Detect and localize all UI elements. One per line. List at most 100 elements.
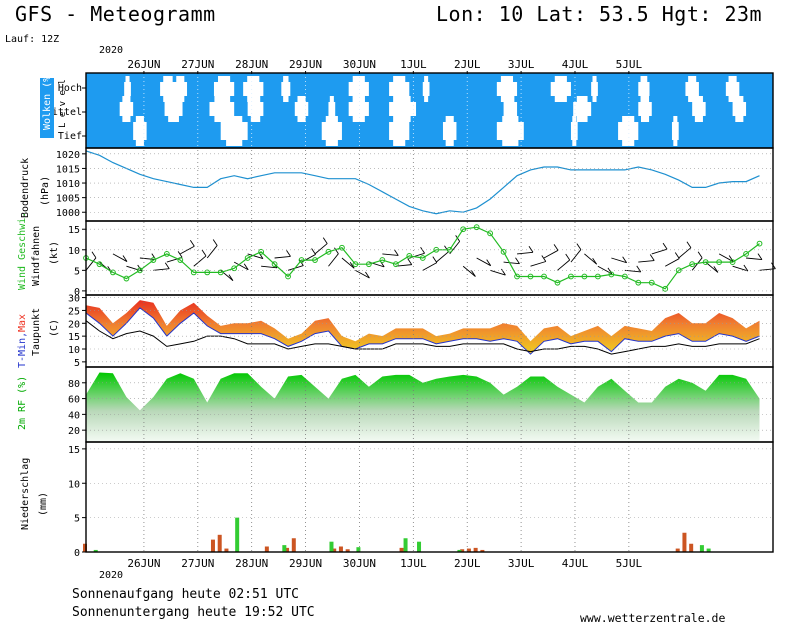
wind-barb-feather-42 [662,242,668,250]
wind-point-50 [756,240,763,247]
wind-barb-31 [503,261,520,265]
precip-bar-large-scale-4 [264,546,269,552]
day-label-top-7: 3JUL [508,58,535,71]
day-label-bottom-0: 26JUN [127,557,160,570]
precip-bar-convective-3 [329,541,334,552]
precip-bar-large-scale-6 [291,538,296,552]
cloud-level-hoch: Hoch [58,83,82,94]
pressure-ytick-label-2: 1010 [56,179,80,190]
precip-bar-large-scale-9 [345,549,350,552]
wind-point-3 [123,275,130,282]
wind-barb-42 [651,248,668,255]
wind-point-31 [500,248,507,255]
wind-point-11 [231,265,238,272]
wind-barb-17 [314,243,328,255]
cloud-gap-core-mittel-12 [735,96,744,122]
wind-ylabel: Wind Geschwi. [17,212,28,290]
wind-barb-25 [422,262,438,271]
day-label-top-2: 28JUN [235,58,268,71]
wind-barb-29 [476,257,491,267]
precip-bar-large-scale-16 [682,532,687,552]
wind-point-43 [662,285,669,292]
precip-bar-convective-6 [417,541,422,552]
day-label-top-8: 4JUL [562,58,589,71]
precip-bar-large-scale-5 [285,547,290,552]
cloud-gap-core-tief-6 [572,116,577,146]
cloud-gap-core-mittel-2 [214,96,230,122]
location-info: Lon: 10 Lat: 53.5 Hgt: 23m [436,2,763,26]
wind-point-15 [285,273,291,280]
panel-frame-5 [85,441,774,553]
temp-ytick-label-1: 10 [68,345,80,356]
cloud-gap-core-mittel-6 [352,96,365,122]
wind-barb-feather-8 [201,249,207,257]
precip-bar-large-scale-14 [480,549,485,552]
rh-area [86,372,760,442]
wind-point-14 [271,261,278,268]
wind-ytick-label-3: 15 [68,225,80,236]
cloud-gap-core-tief-4 [445,116,454,146]
chart-title: GFS - Meteogramm [15,2,216,26]
dewpoint-line [85,320,760,355]
wind-barb-40 [624,269,641,273]
pressure-line [85,150,760,215]
wind-point-19 [339,244,345,251]
cloud-gap-core-tief-5 [502,116,519,146]
wind-barb-0 [85,257,97,271]
temp-ytick-label-0: 5 [74,358,80,369]
precip-ytick-label-2: 10 [68,479,80,490]
cloud-gap-core-mittel-4 [297,96,306,122]
cloud-gap-core-tief-3 [393,116,406,146]
wind-barb-20 [355,269,370,279]
day-label-top-5: 1JUL [400,58,427,71]
cloud-gap-core-mittel-5 [329,96,334,122]
wind-barb-feather-41 [649,254,655,261]
precip-bar-large-scale-17 [689,543,694,552]
wind-barb-feather-45 [697,251,703,259]
wind-point-9 [204,269,211,276]
cloud-gap-core-hoch-0 [125,76,130,102]
wind-point-47 [716,259,723,266]
wind-point-36 [568,273,574,280]
wind-barb-8 [193,255,207,267]
cloud-gap-core-tief-0 [135,116,144,146]
cloud-gap-core-hoch-13 [688,76,697,102]
precip-bar-large-scale-11 [460,549,465,552]
wind-speed-line [85,226,760,290]
cloud-gap-core-hoch-1 [163,76,173,102]
wind-barb-37 [584,253,597,265]
wind-barb-32 [517,251,534,255]
precip-bar-large-scale-1 [210,539,215,552]
wind-point-44 [675,267,682,274]
wind-point-40 [621,273,628,280]
wind-barb-feather-11 [243,263,249,271]
wind-barb-feather-38 [607,267,613,275]
wind-barb-13 [261,265,278,269]
wind-barb-feather-29 [486,259,492,266]
cloud-gap-core-hoch-12 [640,76,648,102]
wind-barb-feather-10 [228,274,234,281]
sunrise-text: Sonnenaufgang heute 02:51 UTC [72,587,299,602]
pressure-ytick-label-1: 1005 [56,194,80,205]
wind-barb-feather-48 [743,264,749,272]
panel-frame-2 [85,220,774,296]
wind-point-22 [379,257,386,263]
site-link[interactable]: www.wetterzentrale.de [580,611,726,625]
wind-barb-feather-36 [576,243,582,250]
day-label-bottom-8: 4JUL [562,557,589,570]
cloud-gap-core-tief-2 [325,116,338,146]
precip-bar-convective-5 [403,538,408,552]
precip-bar-large-scale-3 [224,548,229,552]
precip-ylabel: Niederschlag [20,458,31,530]
day-label-top-6: 2JUL [454,58,481,71]
wind-barb-41 [638,260,655,263]
precip-bar-large-scale-12 [466,548,471,552]
cloud-gap-core-mittel-3 [250,96,261,122]
cloud-ylabel-bg [40,78,54,138]
wind-barb-feather-0 [91,251,97,259]
wind-barb-23 [395,264,412,267]
rh-ylabel: 2m RF (%) [17,376,28,430]
wind-barb-feather-44 [686,241,692,248]
wind-point-49 [743,250,749,257]
cloud-gap-core-hoch-11 [592,76,597,102]
